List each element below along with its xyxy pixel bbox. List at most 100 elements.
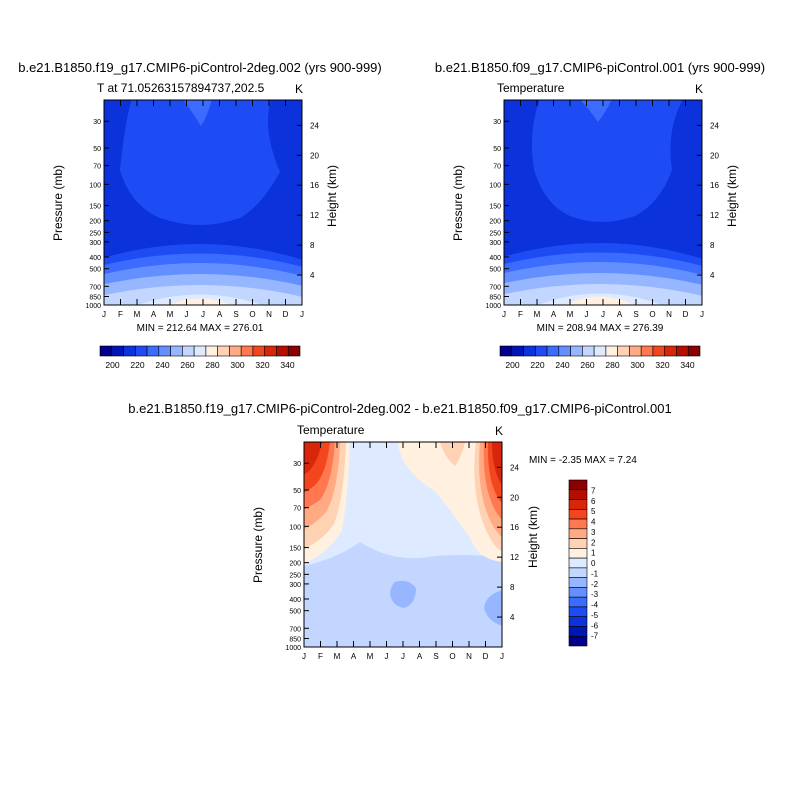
- colorbar-swatch: [568, 528, 588, 539]
- y-axis-right-label: Height (km): [725, 165, 739, 227]
- colorbar-label: 1: [591, 549, 596, 558]
- x-tick-label: D: [283, 310, 289, 319]
- colorbar-label: 240: [555, 360, 569, 370]
- y-right-tick-label: 24: [510, 463, 519, 472]
- y-tick-label: 30: [293, 461, 301, 468]
- y-tick-label: 1000: [85, 303, 101, 310]
- colorbar-swatch: [568, 479, 588, 491]
- colorbar-swatch: [523, 345, 536, 357]
- colorbar-label: 320: [655, 360, 669, 370]
- colorbar-label: 4: [591, 518, 596, 527]
- y-tick-label: 200: [489, 219, 501, 226]
- y-tick-label: 500: [289, 609, 301, 616]
- y-right-tick-label: 16: [510, 523, 519, 532]
- y-tick-label: 300: [89, 240, 101, 247]
- y-right-tick-label: 4: [510, 613, 515, 622]
- colorbar-label: -2: [591, 580, 599, 589]
- x-tick-label: J: [300, 310, 304, 319]
- x-tick-label: S: [633, 310, 638, 319]
- units-label: K: [695, 82, 703, 96]
- y-right-tick-label: 8: [510, 583, 515, 592]
- colorbar-label: 200: [505, 360, 519, 370]
- x-tick-label: M: [567, 310, 574, 319]
- band-1-2-top: [440, 442, 465, 466]
- y-tick-label: 250: [489, 230, 501, 237]
- x-tick-label: M: [534, 310, 541, 319]
- colorbar-label: 2: [591, 538, 596, 547]
- y-tick-label: 100: [89, 182, 101, 189]
- colorbar-swatch: [568, 606, 588, 618]
- y-tick-label: 100: [489, 182, 501, 189]
- colorbar-label: 340: [280, 360, 294, 370]
- min-max-label: MIN = 208.94 MAX = 276.39: [537, 323, 664, 334]
- x-tick-label: J: [201, 310, 205, 319]
- colorbar-swatch: [568, 548, 588, 559]
- x-tick-label: J: [102, 310, 106, 319]
- colorbar-label: 7: [591, 486, 596, 495]
- colorbar-swatch: [205, 345, 218, 357]
- colorbar-swatch: [568, 508, 588, 520]
- x-tick-label: J: [185, 310, 189, 319]
- band-upper: [104, 100, 302, 262]
- contour-bands: [504, 100, 702, 305]
- min-max-label: MIN = -2.35 MAX = 7.24: [529, 455, 637, 466]
- colorbar-swatch: [111, 345, 124, 357]
- y-tick-label: 700: [89, 284, 101, 291]
- colorbar-label: -7: [591, 632, 599, 641]
- x-tick-label: A: [151, 310, 157, 319]
- y-right-tick-label: 8: [710, 241, 715, 250]
- colorbar-swatch: [582, 345, 595, 357]
- colorbar-swatch: [217, 345, 230, 357]
- y-tick-label: 400: [89, 255, 101, 262]
- colorbar-label: -4: [591, 601, 599, 610]
- colorbar-label: 6: [591, 497, 596, 506]
- contour-bands: [104, 100, 302, 305]
- y-tick-label: 700: [489, 284, 501, 291]
- x-tick-label: A: [351, 652, 357, 661]
- y-tick-label: 850: [289, 636, 301, 643]
- colorbar-label: 0: [591, 559, 596, 568]
- colorbar-label: 220: [530, 360, 544, 370]
- y-tick-label: 250: [289, 572, 301, 579]
- x-tick-label: J: [601, 310, 605, 319]
- colorbar-swatch: [568, 518, 588, 530]
- colorbar-swatch: [276, 345, 289, 357]
- colorbar-swatch: [652, 345, 666, 357]
- x-tick-label: S: [433, 652, 438, 661]
- y-tick-label: 30: [493, 119, 501, 126]
- colorbar-swatch: [605, 345, 618, 357]
- y-tick-label: 700: [289, 626, 301, 633]
- contour-plot: [504, 100, 702, 305]
- y-right-tick-label: 20: [310, 151, 319, 160]
- units-label: K: [295, 82, 303, 96]
- colorbar-swatch: [568, 635, 588, 647]
- x-tick-label: A: [617, 310, 623, 319]
- y-tick-label: 400: [489, 255, 501, 262]
- colorbar-swatch: [568, 567, 588, 578]
- x-tick-label: J: [302, 652, 306, 661]
- left-string: Temperature: [497, 81, 565, 95]
- panel-top-left: b.e21.B1850.f19_g17.CMIP6-piControl-2deg…: [18, 60, 382, 370]
- min-max-label: MIN = 212.64 MAX = 276.01: [137, 323, 264, 334]
- y-right-tick-label: 8: [310, 241, 315, 250]
- colorbar-swatch: [687, 345, 701, 357]
- y-axis-right-label: Height (km): [526, 506, 540, 568]
- colorbar-swatch: [134, 345, 148, 357]
- panel-top-right: b.e21.B1850.f09_g17.CMIP6-piControl.001 …: [435, 60, 765, 370]
- y-tick-label: 1000: [485, 303, 501, 310]
- y-tick-label: 150: [89, 204, 101, 211]
- colorbar-swatch: [146, 345, 160, 357]
- colorbar-label: -3: [591, 590, 599, 599]
- band-mid: [120, 100, 280, 225]
- colorbar-swatch: [511, 345, 524, 357]
- colorbar-label: 3: [591, 528, 596, 537]
- colorbar-swatch: [617, 345, 630, 357]
- x-tick-label: O: [249, 310, 255, 319]
- band-275: [565, 296, 635, 305]
- contour-plot: [104, 100, 302, 305]
- colorbar-label: 200: [105, 360, 119, 370]
- colorbar-swatch: [568, 499, 588, 510]
- colorbar-swatch: [534, 345, 548, 357]
- y-axis-label: Pressure (mb): [251, 507, 265, 583]
